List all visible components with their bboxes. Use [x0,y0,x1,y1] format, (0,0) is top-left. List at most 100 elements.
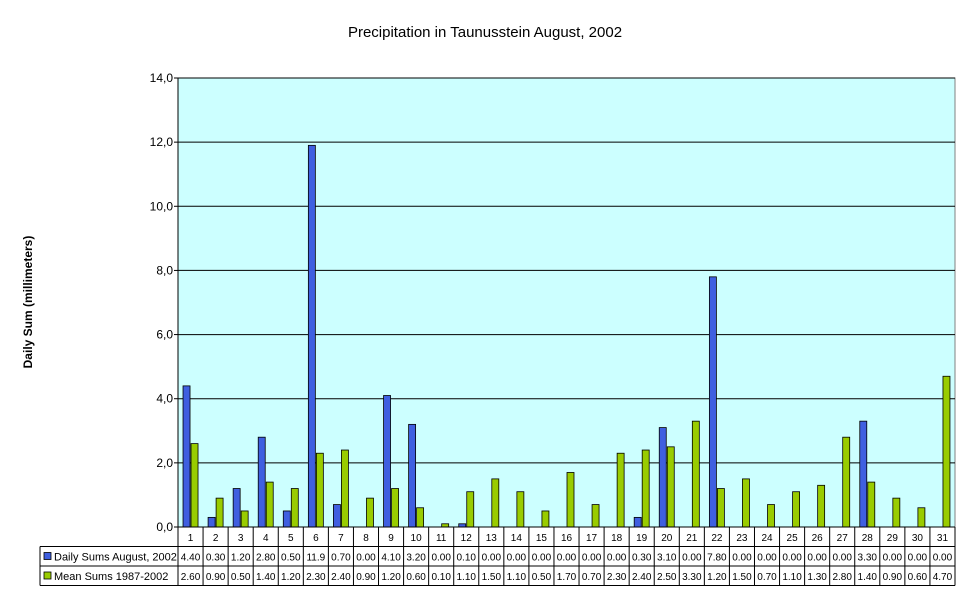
data-label: 3.30 [858,553,878,564]
data-label: 1.20 [707,572,727,583]
legend-swatch [43,571,52,580]
data-label: 3.20 [406,553,426,564]
data-label: 0.00 [557,553,577,564]
x-tick-label: 21 [686,533,698,544]
legend-label: Mean Sums 1987-2002 [54,571,168,583]
data-label: 0.60 [406,572,426,583]
bar [491,478,500,528]
bar [658,427,667,528]
x-tick-label: 29 [887,533,899,544]
data-label: 0.00 [782,553,802,564]
data-label: 4.10 [381,553,401,564]
y-tick-label: 8,0 [156,263,173,277]
data-label: 1.40 [858,572,878,583]
bar [341,449,349,528]
data-label: 0.00 [507,553,527,564]
bar [917,507,926,528]
x-tick-label: 16 [561,533,573,544]
data-label: 1.10 [457,572,477,583]
y-tick-label: 2,0 [156,456,173,470]
bar [215,497,224,528]
bars [182,144,951,528]
data-label: 0.00 [807,553,827,564]
data-label: 1.10 [782,572,802,583]
x-tick-label: 11 [436,533,447,544]
bar [383,395,391,528]
y-tick-label: 4,0 [156,392,173,406]
x-tick-label: 17 [586,533,598,544]
bar [466,491,475,528]
bar [716,488,725,528]
data-label: 2.30 [306,572,326,583]
bar [892,497,901,528]
bar [391,488,399,528]
x-tick-label: 2 [213,533,219,544]
data-label: 0.10 [457,553,477,564]
x-tick-label: 30 [912,533,924,544]
data-label: 0.50 [532,572,552,583]
plot-area [177,77,956,528]
bar [240,510,249,528]
data-label: 0.00 [607,553,627,564]
bar [190,443,199,528]
y-axis-label: Daily Sum (millimeters) [21,236,35,369]
data-label: 4.40 [181,553,201,564]
data-label: 3.30 [682,572,702,583]
x-tick-label: 24 [761,533,773,544]
data-label: 0.00 [883,553,903,564]
x-tick-label: 31 [937,533,949,544]
y-tick-label: 12,0 [150,135,174,149]
chart-title: Precipitation in Taunusstein August, 200… [348,24,622,41]
x-tick-label: 23 [736,533,748,544]
bar [315,452,324,528]
data-label: 0.00 [356,553,376,564]
bar [942,375,951,528]
bar [182,385,191,528]
legend-swatch [43,552,52,560]
data-label: 1.50 [732,572,752,583]
x-tick-label: 18 [611,533,623,544]
data-label: 0.60 [908,572,928,583]
bar [817,484,826,528]
data-label: 0.70 [582,572,602,583]
data-label: 0.90 [356,572,376,583]
data-label: 0.10 [431,572,451,583]
bar [257,436,266,528]
data-label: 1.40 [256,572,276,583]
bar [633,516,642,528]
x-tick-label: 4 [263,533,269,544]
x-tick-label: 15 [536,533,548,544]
x-tick-label: 28 [862,533,874,544]
data-label: 2.30 [607,572,627,583]
bar [333,504,341,528]
bar [366,497,374,528]
data-label: 2.50 [657,572,677,583]
bar [708,276,717,528]
x-tick-label: 8 [363,533,369,544]
data-label: 1.20 [231,553,251,564]
y-tick-label: 14,0 [150,71,174,85]
x-tick-label: 19 [636,533,648,544]
data-label: 0.90 [206,572,226,583]
data-label: 2.60 [181,572,201,583]
data-label: 0.30 [206,553,226,564]
bar [691,420,700,528]
data-label: 2.80 [832,572,852,583]
bar [307,144,316,528]
data-label: 0.00 [482,553,502,564]
bar [859,420,868,528]
x-tick-label: 20 [661,533,673,544]
x-tick-label: 7 [338,533,344,544]
x-tick-label: 9 [388,533,394,544]
x-tick-label: 25 [787,533,799,544]
bar [742,478,750,528]
data-label: 0.00 [732,553,752,564]
y-tick-label: 6,0 [156,328,173,342]
data-label: 0.00 [908,553,928,564]
data-label: 2.40 [632,572,652,583]
bar [767,504,775,528]
data-label: 0.00 [933,553,953,564]
bar [591,504,600,528]
y-axis-ticks: 0,0 2,0 4,0 6,0 8,0 10,0 12,0 14,0 [150,71,179,534]
